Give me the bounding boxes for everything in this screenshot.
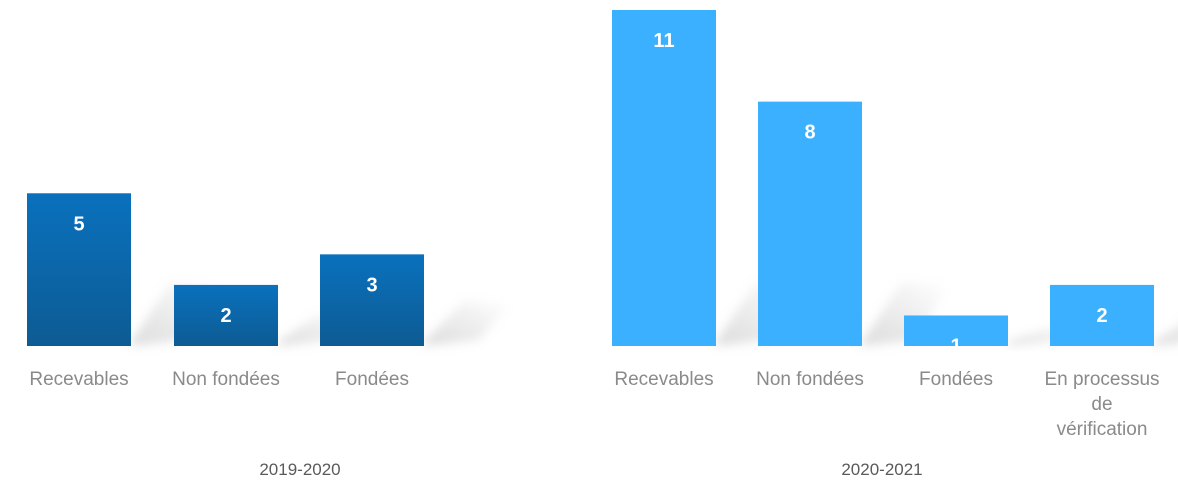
bar-2-3	[904, 315, 1008, 346]
bar-2-4	[1050, 284, 1154, 346]
category-label: En processus	[1044, 369, 1159, 390]
category-label: Non fondées	[756, 369, 864, 390]
bar-value-label: 2	[220, 305, 231, 327]
bar-value-label: 8	[804, 122, 815, 144]
group-label: 2020-2021	[841, 460, 922, 479]
group-label: 2019-2020	[259, 460, 340, 479]
category-label: vérification	[1057, 419, 1148, 440]
category-label: Recevables	[614, 369, 713, 390]
bar-value-label: 3	[366, 274, 377, 296]
bar-1-1	[27, 193, 131, 346]
bar-1-2	[174, 284, 278, 346]
bar-shadow	[424, 300, 509, 346]
bar-value-label: 11	[653, 30, 674, 52]
bar-shadow	[1154, 325, 1178, 346]
category-label: de	[1091, 394, 1112, 415]
category-label: Recevables	[29, 369, 128, 390]
bar-value-label: 2	[1096, 305, 1107, 327]
bar-shadow	[862, 282, 947, 346]
category-label: Non fondées	[172, 369, 280, 390]
bar-value-label: 1	[950, 335, 961, 357]
bar-1-3	[320, 254, 424, 346]
bar-value-label: 5	[73, 213, 84, 235]
bar-2-1	[612, 10, 716, 346]
category-label: Fondées	[919, 369, 993, 390]
category-label: Fondées	[335, 369, 409, 390]
bar-2-2	[758, 101, 862, 347]
